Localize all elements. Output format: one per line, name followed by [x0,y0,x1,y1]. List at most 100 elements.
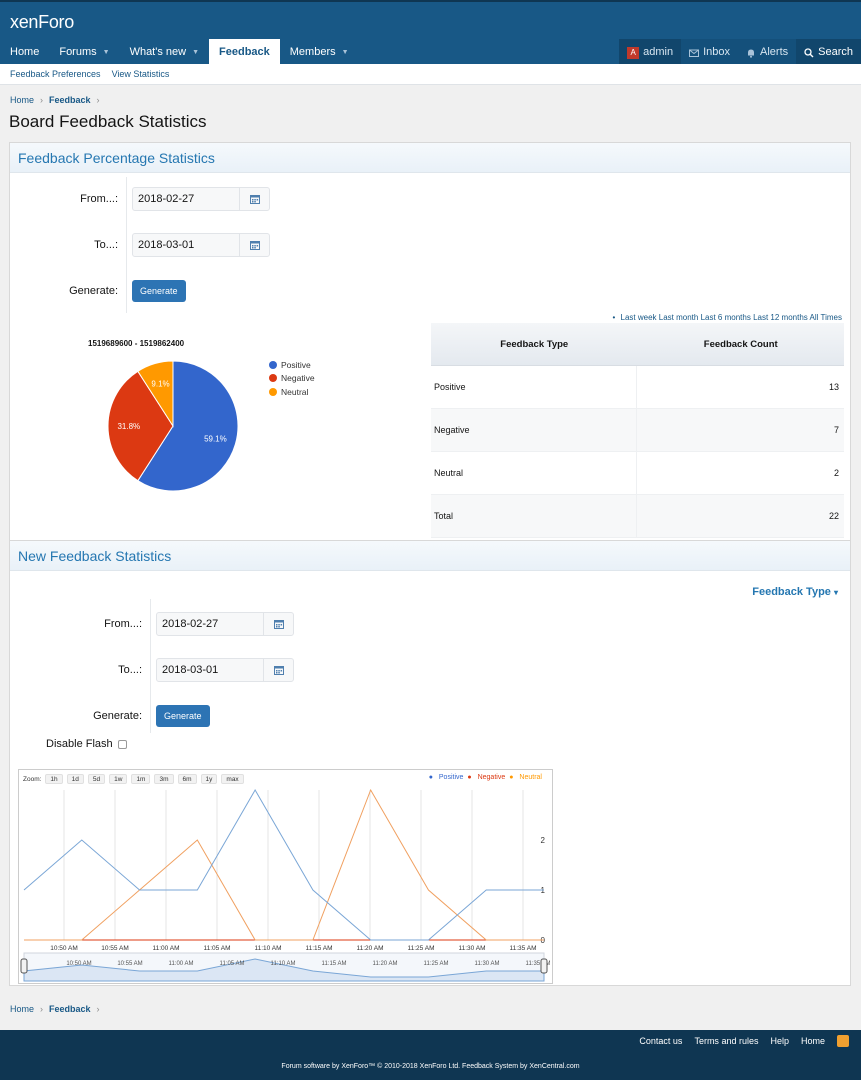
navigator-tick-label: 11:35 AM [526,961,551,967]
search-label: Search [818,46,853,58]
zoom-1h[interactable]: 1h [45,774,63,784]
chevron-down-icon[interactable]: ▼ [192,49,200,56]
table-row: Positive 13 [431,366,844,409]
table-row: Negative 7 [431,409,844,452]
zoom-6m[interactable]: 6m [177,774,197,784]
cell-count: 13 [828,382,839,392]
series-line-positive [23,789,544,941]
pie-slice-label: 59.1% [204,434,227,443]
zoom-max[interactable]: max [221,774,244,784]
range-last-week[interactable]: Last week [620,313,657,322]
alerts-link[interactable]: Alerts [738,39,797,66]
zoom-1m[interactable]: 1m [131,774,151,784]
generate-label: Generate: [93,710,142,722]
footer-help[interactable]: Help [770,1036,789,1046]
feedback-type-dropdown[interactable]: Feedback Type ▾ [752,586,838,598]
to-date-value: 2018-03-01 [138,239,195,251]
legend-label: Neutral [281,386,309,397]
legend-label: Negative [477,774,506,781]
series-line-neutral [24,788,544,941]
cell-type: Negative [431,409,637,451]
pie-slice-label: 31.8% [117,422,140,431]
legend-swatch [269,374,277,383]
new-feedback-heading: New Feedback Statistics [10,541,850,571]
breadcrumb-feedback[interactable]: Feedback [49,1004,91,1014]
generate-button[interactable]: Generate [132,280,186,302]
pie-title: 1519689600 - 1519862400 [88,339,185,348]
navigator-tick-label: 11:30 AM [475,961,500,967]
calendar-icon[interactable] [263,613,293,635]
rss-icon[interactable] [837,1035,849,1047]
legend-negative: Negative [269,372,315,386]
breadcrumb-feedback[interactable]: Feedback [49,95,91,105]
footer-contact-us[interactable]: Contact us [639,1036,683,1046]
site-logo[interactable]: xenForo [10,12,74,32]
calendar-icon[interactable] [239,188,269,210]
calendar-icon[interactable] [263,659,293,681]
column-header: Feedback Type [500,339,569,350]
breadcrumb-home[interactable]: Home [10,95,35,105]
subnav-view-statistics[interactable]: View Statistics [111,69,170,79]
search-link[interactable]: Search [796,39,861,66]
footer-links: Contact us Terms and rules Help Home [627,1035,849,1047]
subnav-feedback-preferences[interactable]: Feedback Preferences [10,69,101,79]
caret-down-icon: ▾ [833,588,838,597]
nav-whats-new[interactable]: What's new ▼ [120,39,209,66]
legend-positive: ● Positive [428,774,464,781]
x-tick-label: 11:25 AM [408,945,435,952]
percentage-heading: Feedback Percentage Statistics [10,143,850,173]
zoom-1y[interactable]: 1y [200,774,218,784]
from-row: From...: 2018-02-27 [10,187,270,211]
navigator-left-handle[interactable] [20,958,28,974]
nav-forums-label: Forums [59,46,97,58]
range-all-times[interactable]: All Times [809,313,842,322]
to-date-input[interactable]: 2018-03-01 [132,233,270,257]
nav-forums[interactable]: Forums ▼ [49,39,119,66]
from-date-input[interactable]: 2018-02-27 [156,612,294,636]
calendar-icon[interactable] [239,234,269,256]
footer-home[interactable]: Home [800,1036,825,1046]
zoom-1w[interactable]: 1w [109,774,128,784]
zoom-3m[interactable]: 3m [154,774,174,784]
feedback-table: Feedback Type Feedback Count Positive 13… [431,323,844,538]
range-last-month[interactable]: Last month [658,313,699,322]
zoom-controls: Zoom: 1h 1d 5d 1w 1m 3m 6m 1y max [23,774,244,784]
nav-members[interactable]: Members ▼ [280,39,359,66]
footer-terms[interactable]: Terms and rules [694,1036,759,1046]
to-date-input[interactable]: 2018-03-01 [156,658,294,682]
from-row: From...: 2018-02-27 [10,612,294,636]
generate-row: Generate: Generate [10,705,210,727]
nav-home[interactable]: Home [0,39,49,66]
from-date-input[interactable]: 2018-02-27 [132,187,270,211]
navigator-tick-label: 11:25 AM [424,961,449,967]
username: admin [643,46,674,58]
chevron-right-icon: › [40,1004,44,1014]
pie-chart: 59.1% 31.8% 9.1% [107,360,239,492]
range-last-6-months[interactable]: Last 6 months [700,313,751,322]
range-links: • Last week Last month Last 6 months Las… [612,313,842,322]
to-label: To...: [118,664,142,676]
nav-feedback[interactable]: Feedback [209,39,280,66]
pie-slice-negative [107,370,174,482]
navigator-tick-label: 11:00 AM [169,961,194,967]
line-legend: ● Positive ● Negative ● Neutral [425,774,542,781]
new-feedback-block: New Feedback Statistics Feedback Type ▾ … [9,540,851,986]
chevron-down-icon[interactable]: ▼ [341,49,349,56]
avatar: A [627,46,640,59]
disable-flash-checkbox[interactable] [117,739,127,749]
inbox-link[interactable]: Inbox [681,39,739,66]
chevron-down-icon[interactable]: ▼ [102,49,110,56]
disable-flash-label: Disable Flash [46,738,113,750]
generate-row: Generate: Generate [10,280,186,302]
zoom-1d[interactable]: 1d [66,774,84,784]
zoom-5d[interactable]: 5d [87,774,106,784]
breadcrumb-home[interactable]: Home [10,1004,35,1014]
x-tick-label: 10:50 AM [50,945,77,952]
range-last-12-months[interactable]: Last 12 months [753,313,808,322]
nav-whats-new-label: What's new [129,46,187,58]
generate-button[interactable]: Generate [156,705,210,727]
search-icon [804,47,814,57]
navigator-right-handle[interactable] [540,958,548,974]
nav-home-label: Home [10,46,40,58]
